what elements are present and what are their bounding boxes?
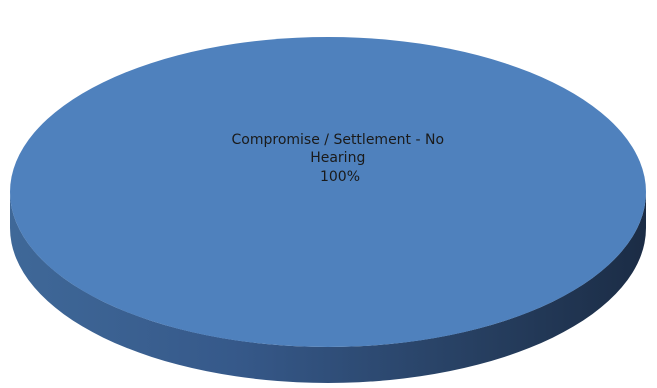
slice-percent-label: 100% [320,169,360,185]
slice-label-line-2: Hearing [310,150,365,166]
slice-label-line-1: Compromise / Settlement - No [232,132,445,148]
pie-slice-top [10,37,646,347]
